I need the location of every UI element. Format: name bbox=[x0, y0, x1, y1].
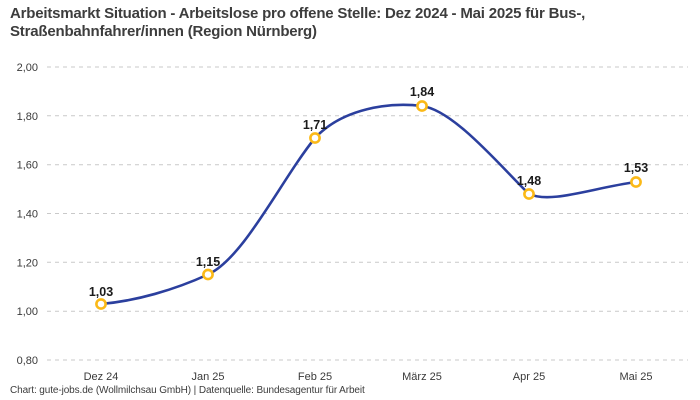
chart-title-line2: Straßenbahnfahrer/innen (Region Nürnberg… bbox=[10, 23, 317, 40]
y-tick-label: 1,60 bbox=[17, 160, 38, 172]
chart-title-line1: Arbeitsmarkt Situation - Arbeitslose pro… bbox=[10, 5, 586, 22]
data-point-apr-25 bbox=[523, 188, 535, 200]
y-tick-label: 1,00 bbox=[17, 306, 38, 318]
chart-title: Arbeitsmarkt Situation - Arbeitslose pro… bbox=[10, 5, 692, 41]
x-tick-label: Feb 25 bbox=[298, 371, 332, 383]
data-point-dez-24 bbox=[95, 298, 107, 310]
data-line bbox=[99, 103, 638, 306]
x-tick-label: Jan 25 bbox=[191, 371, 224, 383]
x-axis: Dez 24 Jan 25 Feb 25 März 25 Apr 25 Mai … bbox=[84, 371, 653, 383]
data-point-mai-25 bbox=[630, 176, 642, 188]
y-axis: 2,00 1,80 1,60 1,40 1,20 1,00 0,80 bbox=[17, 62, 38, 367]
data-point-jan-25 bbox=[202, 268, 214, 281]
x-tick-label: Mai 25 bbox=[619, 371, 652, 383]
x-tick-label: Apr 25 bbox=[513, 371, 545, 383]
value-label: 1,03 bbox=[89, 285, 113, 299]
value-label: 1,53 bbox=[624, 161, 648, 175]
value-labels: 1,03 1,15 1,71 1,84 1,48 1,53 bbox=[89, 85, 648, 299]
y-tick-label: 1,20 bbox=[17, 257, 38, 269]
x-tick-label: März 25 bbox=[402, 371, 442, 383]
x-tick-label: Dez 24 bbox=[84, 371, 119, 383]
chart-credit: Chart: gute-jobs.de (Wollmilchsau GmbH) … bbox=[10, 385, 365, 396]
value-label: 1,15 bbox=[196, 255, 220, 269]
gridlines bbox=[47, 66, 688, 361]
value-label: 1,84 bbox=[410, 85, 434, 99]
data-point-maerz-25 bbox=[416, 100, 428, 112]
data-point-feb-25 bbox=[309, 132, 321, 144]
y-tick-label: 1,40 bbox=[17, 209, 38, 221]
y-tick-label: 1,80 bbox=[17, 111, 38, 123]
y-tick-label: 2,00 bbox=[17, 62, 38, 74]
value-label: 1,71 bbox=[303, 118, 327, 132]
value-label: 1,48 bbox=[517, 174, 541, 188]
data-points bbox=[95, 100, 642, 310]
y-tick-label: 0,80 bbox=[17, 355, 38, 367]
